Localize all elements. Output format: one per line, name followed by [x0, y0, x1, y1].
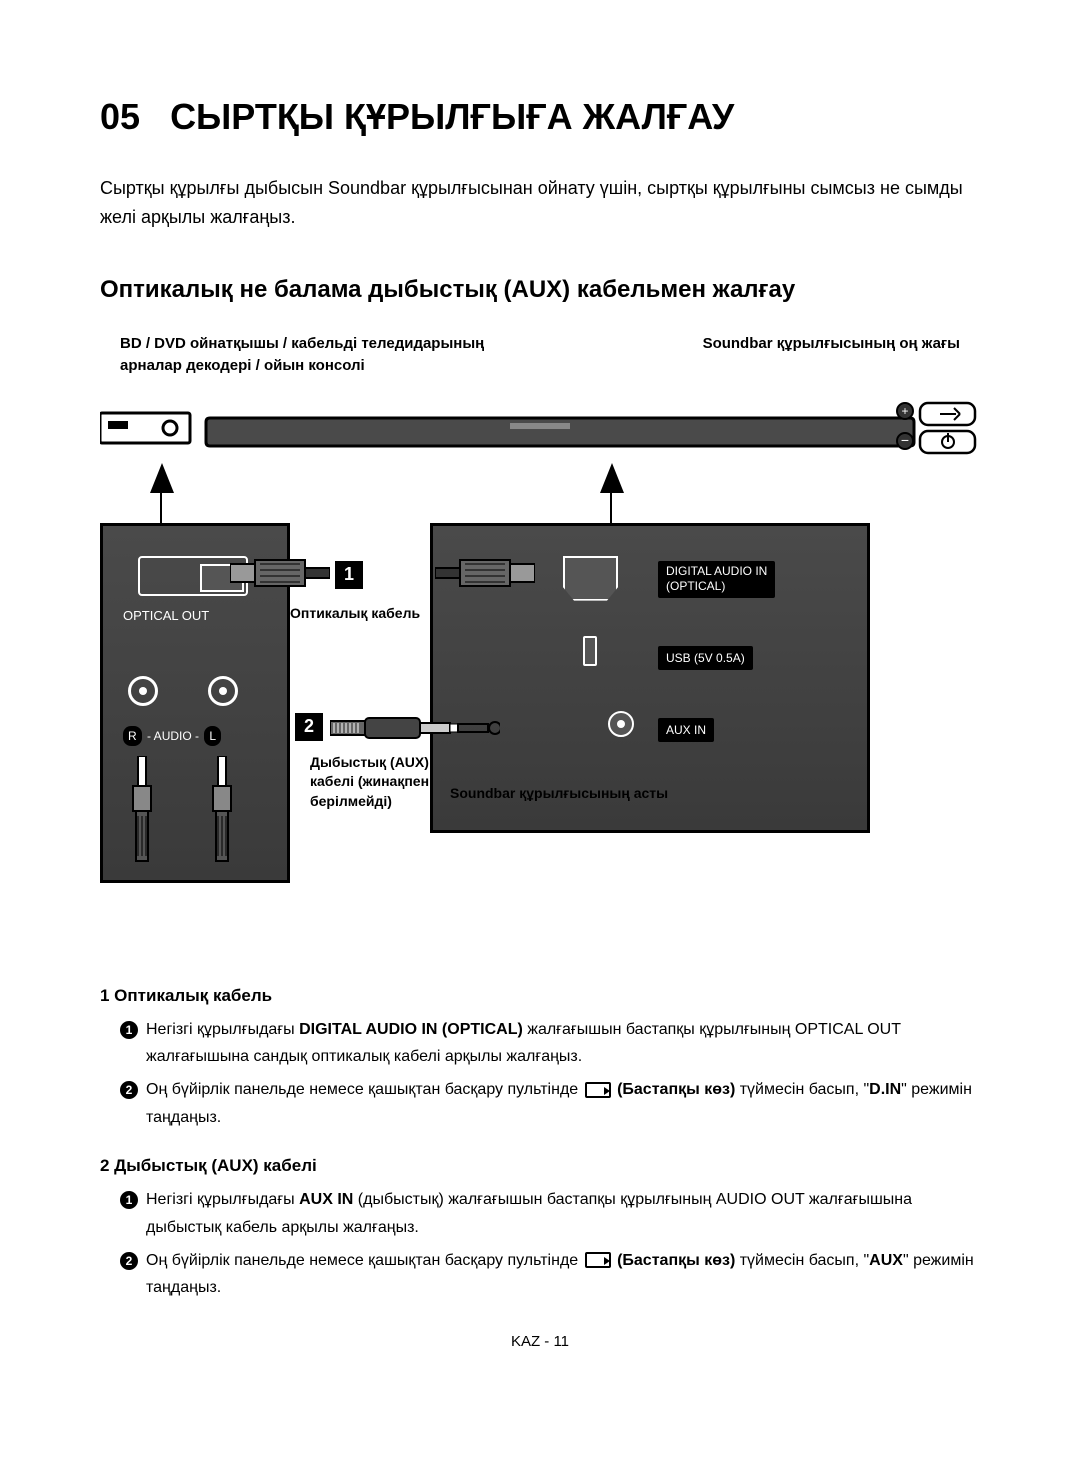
- section-heading: СЫРТҚЫ ҚҰРЫЛҒЫҒА ЖАЛҒАУ: [170, 96, 734, 137]
- soundbar-right-label: Soundbar құрылғысының оң жағы: [703, 333, 960, 356]
- step-number-badge: 2: [120, 1252, 138, 1270]
- step-number-badge: 2: [120, 1081, 138, 1099]
- page-footer: KAZ - 11: [100, 1331, 980, 1354]
- instruction-text: Негізгі құрылғыдағы AUX IN (дыбыстық) жа…: [146, 1186, 980, 1240]
- instruction-heading: 2 Дыбыстық (AUX) кабелі: [100, 1153, 980, 1179]
- instruction-text: Оң бүйірлік панельде немесе қашықтан бас…: [146, 1076, 980, 1130]
- connection-diagram: BD / DVD ойнатқышы / кабельді теледидары…: [100, 333, 980, 953]
- intro-text: Сыртқы құрылғы дыбысын Soundbar құрылғыс…: [100, 174, 980, 232]
- section-title: 05 СЫРТҚЫ ҚҰРЫЛҒЫҒА ЖАЛҒАУ: [100, 90, 980, 144]
- optical-plug-left-icon: [230, 558, 330, 588]
- audio-r-jack-icon: [128, 676, 158, 706]
- aux-plug-icon: [330, 713, 500, 743]
- step-number-badge: 1: [120, 1021, 138, 1039]
- instruction-item: 1 Негізгі құрылғыдағы AUX IN (дыбыстық) ж…: [100, 1186, 980, 1240]
- callout-1: 1: [335, 561, 363, 589]
- pointer-arrow-icon: [150, 463, 174, 493]
- step-number-badge: 1: [120, 1191, 138, 1209]
- digital-audio-in-label: DIGITAL AUDIO IN (OPTICAL): [658, 561, 775, 598]
- pointer-line: [610, 493, 612, 523]
- instruction-text: Оң бүйірлік панельде немесе қашықтан бас…: [146, 1247, 980, 1301]
- source-button-icon: [585, 1252, 611, 1268]
- audio-l-text: L: [204, 726, 221, 746]
- optical-out-label: OPTICAL OUT: [123, 606, 209, 626]
- aux-cable-label: Дыбыстық (AUX) кабелі (жинақпен берілмей…: [310, 753, 440, 812]
- usb-port-icon: [583, 636, 597, 666]
- pointer-arrow-icon: [600, 463, 624, 493]
- optical-cable-label: Оптикалық кабель: [290, 603, 420, 624]
- instruction-text: Негізгі құрылғыдағы DIGITAL AUDIO IN (OP…: [146, 1016, 980, 1070]
- svg-text:+: +: [901, 404, 908, 418]
- optical-plug-right-icon: [435, 558, 535, 588]
- bold-term: AUX: [869, 1252, 903, 1269]
- svg-text:−: −: [901, 432, 909, 448]
- instruction-heading: 1 Оптикалық кабель: [100, 983, 980, 1009]
- aux-in-label: AUX IN: [658, 718, 714, 742]
- audio-l-jack-icon: [208, 676, 238, 706]
- audio-r-text: R: [123, 726, 142, 746]
- instruction-block: 1 Оптикалық кабель 1 Негізгі құрылғыдағы D…: [100, 983, 980, 1131]
- bold-term: D.IN: [869, 1081, 901, 1098]
- bold-term: DIGITAL AUDIO IN (OPTICAL): [299, 1021, 523, 1038]
- bold-term: AUX IN: [299, 1191, 353, 1208]
- soundbar-bottom-label: Soundbar құрылғысының асты: [450, 783, 668, 804]
- bd-device-label: BD / DVD ойнатқышы / кабельді теледидары…: [120, 333, 520, 378]
- instruction-item: 2 Оң бүйірлік панельде немесе қашықтан ба…: [100, 1247, 980, 1301]
- rca-plug-icon: [131, 756, 153, 866]
- audio-text: - AUDIO -: [147, 729, 199, 743]
- instruction-block: 2 Дыбыстық (AUX) кабелі 1 Негізгі құрылғыд…: [100, 1153, 980, 1301]
- usb-label: USB (5V 0.5A): [658, 646, 753, 670]
- instruction-item: 1 Негізгі құрылғыдағы DIGITAL AUDIO IN (O…: [100, 1016, 980, 1070]
- bold-term: (Бастапқы көз): [617, 1252, 735, 1269]
- device-outline-icon: + −: [100, 393, 980, 463]
- audio-rl-label: R - AUDIO - L: [121, 726, 223, 746]
- bold-term: (Бастапқы көз): [617, 1081, 735, 1098]
- rca-plug-icon: [211, 756, 233, 866]
- subsection-title: Оптикалық не балама дыбыстық (AUX) кабел…: [100, 272, 980, 308]
- instructions-list: 1 Оптикалық кабель 1 Негізгі құрылғыдағы D…: [100, 983, 980, 1302]
- section-number: 05: [100, 96, 140, 137]
- pointer-line: [160, 493, 162, 523]
- top-devices: + −: [100, 393, 980, 471]
- source-button-icon: [585, 1082, 611, 1098]
- aux-in-port-icon: [608, 711, 634, 737]
- digital-audio-in-port-icon: [563, 556, 618, 601]
- instruction-item: 2 Оң бүйірлік панельде немесе қашықтан ба…: [100, 1076, 980, 1130]
- callout-2: 2: [295, 713, 323, 741]
